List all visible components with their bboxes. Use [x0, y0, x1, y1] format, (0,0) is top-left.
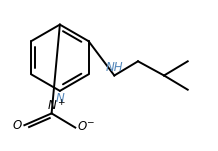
- Text: O: O: [13, 119, 22, 132]
- Text: +: +: [58, 98, 65, 108]
- Text: NH: NH: [106, 61, 123, 74]
- Text: −: −: [86, 117, 94, 126]
- Text: O: O: [78, 120, 87, 133]
- Text: N: N: [56, 92, 64, 105]
- Text: N: N: [47, 99, 56, 112]
